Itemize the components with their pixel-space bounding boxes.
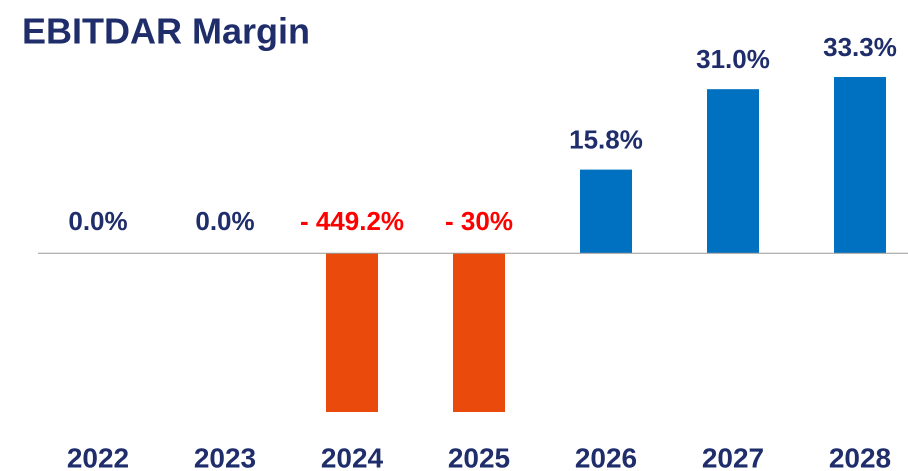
bar	[834, 76, 886, 254]
x-tick-label: 2026	[575, 442, 637, 471]
bar	[453, 253, 505, 412]
x-tick-label: 2025	[448, 442, 510, 471]
value-label: 0.0%	[195, 206, 254, 236]
bar	[326, 253, 378, 412]
x-tick-label: 2024	[321, 442, 384, 471]
value-label: - 30%	[445, 206, 513, 236]
value-label: 0.0%	[68, 206, 127, 236]
bar	[707, 89, 759, 254]
value-label: 15.8%	[569, 124, 643, 154]
value-label: - 449.2%	[300, 206, 404, 236]
bars	[326, 76, 886, 412]
x-tick-label: 2022	[67, 442, 129, 471]
chart-title: EBITDAR Margin	[22, 11, 310, 52]
value-label: 31.0%	[696, 44, 770, 74]
x-tick-label: 2023	[194, 442, 256, 471]
x-tick-label: 2027	[702, 442, 764, 471]
bar	[580, 169, 632, 254]
value-label: 33.3%	[823, 32, 897, 62]
x-tick-label: 2028	[829, 442, 891, 471]
